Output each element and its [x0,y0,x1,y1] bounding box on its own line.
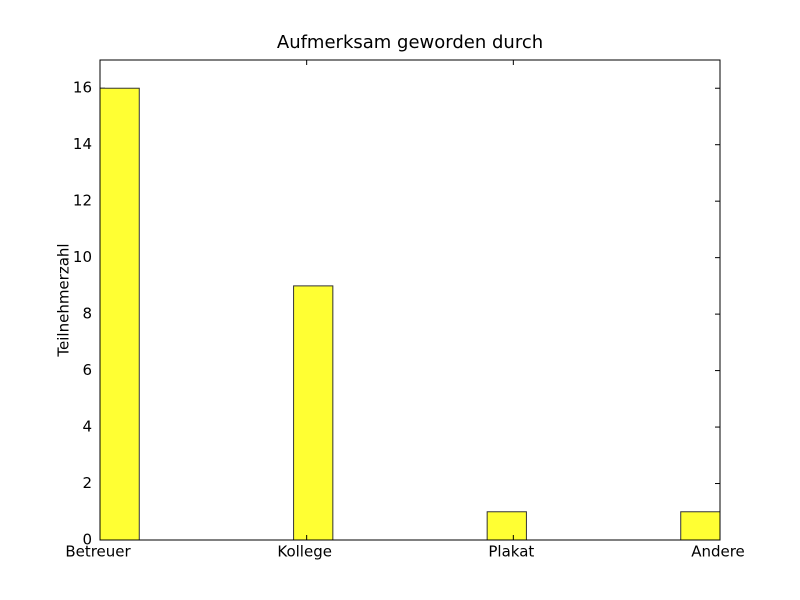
x-tick-label: Betreuer [65,543,131,561]
bar [293,285,334,541]
x-tick-label: Plakat [488,543,534,561]
x-tick-label: Andere [691,543,745,561]
y-tick-label: 4 [82,418,92,436]
y-tick-label: 8 [82,305,92,323]
y-tick-label: 0 [82,531,92,549]
y-tick-label: 10 [73,248,92,266]
y-tick-label: 2 [82,474,92,492]
chart-title: Aufmerksam geworden durch [277,32,543,53]
y-axis-label: Teilnehmerzahl [55,243,73,357]
bar [486,511,527,541]
y-tick-label: 6 [82,361,92,379]
y-tick-label: 12 [73,192,92,210]
bar [680,511,721,541]
bar [99,87,140,541]
x-tick-label: Kollege [277,543,332,561]
y-tick-label: 14 [73,135,92,153]
plot-frame [99,59,721,541]
y-tick-label: 16 [73,79,92,97]
